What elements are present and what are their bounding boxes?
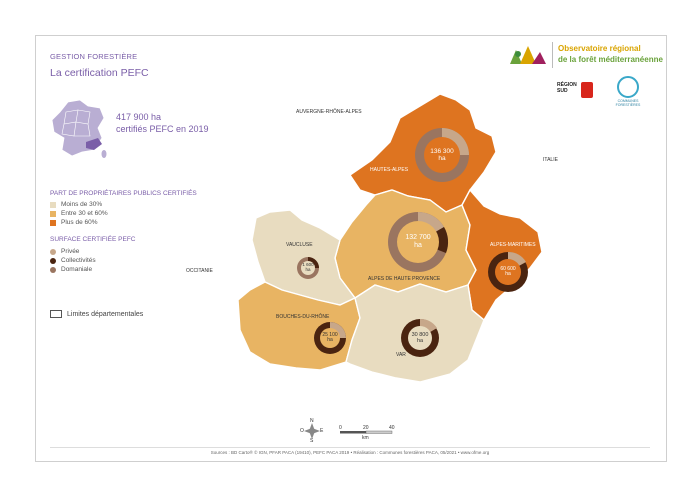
- legend-surface-item: Collectivités: [50, 257, 96, 264]
- dept-label-bouches-du-rhone: BOUCHES-DU-RHÔNE: [276, 314, 330, 320]
- ring-value-var: 30 800 ha: [406, 324, 434, 352]
- ring-bouches-du-rhone: [314, 322, 346, 354]
- swatch-mid: [50, 210, 56, 217]
- legend-label: Moins de 30%: [61, 201, 103, 208]
- compass-e: E: [320, 428, 324, 434]
- legend-label: Entre 30 et 60%: [61, 210, 108, 217]
- ring-value-alpes-maritimes: 60 600 ha: [495, 259, 521, 285]
- value-text: 30 800: [411, 331, 429, 338]
- observatoire-subtitle: de la forêt méditerranéenne: [558, 55, 663, 64]
- value-text: 132 700: [405, 234, 431, 242]
- ring-alpes-maritimes: [488, 251, 528, 292]
- certified-summary: 417 900 ha certifiés PEFC en 2019: [116, 111, 209, 135]
- unit-text: ha: [327, 337, 333, 343]
- compass-n: N: [310, 418, 314, 424]
- unit-text: ha: [305, 267, 311, 272]
- dot-communal: [50, 257, 56, 264]
- scale-unit: km: [362, 435, 369, 441]
- certified-caption: certifiés PEFC en 2019: [116, 124, 209, 134]
- legend-surface-item: Privée: [50, 248, 79, 255]
- legend-label: Collectivités: [61, 257, 96, 264]
- legend-label: Privée: [61, 248, 80, 255]
- limits-label: Limites départementales: [67, 310, 144, 318]
- unit-text: ha: [505, 271, 511, 277]
- ring-value-vaucluse: 1 600 ha: [298, 258, 318, 278]
- compass-o: O: [300, 428, 304, 434]
- legend-surface-item: Domaniale: [50, 266, 92, 273]
- label-north-region: AUVERGNE-RHÔNE-ALPES: [296, 109, 362, 115]
- legend-surface-title: SURFACE CERTIFIÉE PEFC: [50, 236, 136, 243]
- observatoire-logo: [510, 46, 546, 64]
- scale-bar: [340, 430, 393, 434]
- unit-text: ha: [438, 155, 446, 162]
- value-text: 1 600: [302, 262, 314, 268]
- swatch-high: [50, 219, 56, 226]
- label-occitanie: OCCITANIE: [186, 268, 213, 274]
- communes-emblem-icon: [617, 76, 639, 98]
- communes-forestieres-logo: COMMUNES FORESTIÈRES: [612, 76, 644, 110]
- limits-swatch: [50, 310, 62, 318]
- legend-share-item: Moins de 30%: [50, 201, 102, 208]
- value-text: 136 300: [430, 147, 454, 155]
- certified-total: 417 900 ha: [116, 112, 162, 122]
- dept-label-alpes-maritimes: ALPES-MARITIMES: [490, 242, 536, 248]
- value-text: 60 600: [500, 265, 516, 272]
- communes-logo-text: COMMUNES FORESTIÈRES: [615, 99, 641, 107]
- legend-share-item: Plus de 60%: [50, 219, 98, 226]
- ring-hautes-alpes: [415, 128, 469, 182]
- dept-label-hautes-alpes: HAUTES-ALPES: [370, 167, 409, 173]
- dot-state: [50, 266, 56, 273]
- region-logo-text: RÉGION SUD: [557, 82, 577, 94]
- dot-private: [50, 248, 56, 255]
- label-italy: ITALIE: [543, 157, 558, 163]
- region-sud-logo: RÉGION SUD: [557, 82, 597, 104]
- dept-label-alpes-de-haute-provence: ALPES DE HAUTE PROVENCE: [368, 276, 441, 282]
- scale-tick-40: 40: [389, 425, 395, 431]
- legend-label: Domaniale: [61, 266, 93, 273]
- region-emblem-icon: [581, 82, 593, 98]
- unit-text: ha: [414, 242, 422, 249]
- ring-value-bouches-du-rhone: 25 100 ha: [318, 326, 342, 350]
- ring-vaucluse: [297, 257, 319, 279]
- unit-text: ha: [416, 338, 424, 344]
- observatoire-title: Observatoire régional: [558, 44, 641, 53]
- ring-alpes-de-haute-provence: [388, 212, 449, 272]
- swatch-low: [50, 201, 56, 208]
- dept-label-var: VAR: [396, 352, 406, 358]
- page-kicker: GESTION FORESTIÈRE: [50, 52, 138, 61]
- sources-divider: [50, 447, 650, 448]
- compass-rose: [304, 423, 320, 439]
- compass-s: S: [310, 438, 314, 444]
- sources-text: Sources : BD Carto® © IGN, PFAR PACA (19…: [210, 450, 490, 455]
- value-text: 25 100: [322, 331, 338, 338]
- ring-var: [401, 318, 439, 357]
- ring-value-alpes-de-haute-provence: 132 700 ha: [397, 221, 439, 263]
- france-locator-map: [51, 99, 107, 158]
- legend-limits: Limites départementales: [50, 310, 143, 318]
- page-title: La certification PEFC: [50, 67, 149, 79]
- dept-label-vaucluse: VAUCLUSE: [286, 242, 313, 248]
- logo-divider: [552, 42, 553, 68]
- scale-tick-20: 20: [363, 425, 369, 431]
- scale-tick-0: 0: [339, 425, 342, 431]
- ring-value-hautes-alpes: 136 300 ha: [424, 137, 460, 173]
- legend-share-title: PART DE PROPRIÉTAIRES PUBLICS CERTIFIÉS: [50, 190, 197, 197]
- legend-label: Plus de 60%: [61, 219, 98, 226]
- legend-share-item: Entre 30 et 60%: [50, 210, 108, 217]
